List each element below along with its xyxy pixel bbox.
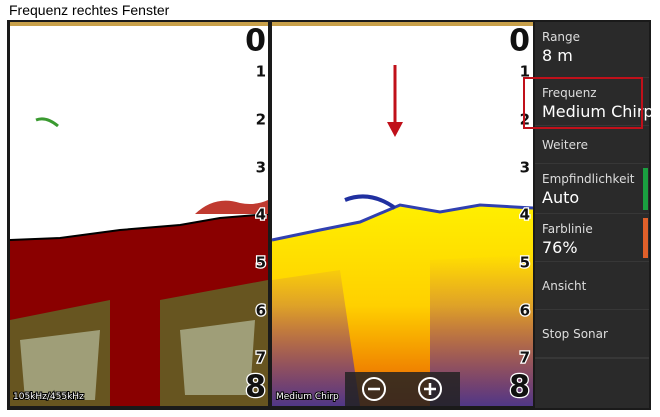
menu-label: Frequenz xyxy=(542,86,597,100)
depth-label: 4 xyxy=(520,206,530,224)
zoom-out[interactable] xyxy=(362,377,386,401)
menu-item[interactable] xyxy=(535,262,649,310)
depth-label: 3 xyxy=(520,159,530,177)
menu-item[interactable] xyxy=(535,214,649,262)
depth-label: 7 xyxy=(256,349,266,367)
surface xyxy=(272,22,533,26)
menu-label: Range xyxy=(542,30,580,44)
right-clutter xyxy=(272,255,533,406)
depth-label: 8 xyxy=(509,370,530,405)
zoom-in-icon xyxy=(424,383,436,395)
depth-label: 6 xyxy=(256,302,266,320)
depth-label: 0 xyxy=(245,24,266,59)
zoom-in[interactable] xyxy=(418,377,442,401)
left-column xyxy=(120,240,160,400)
depth-label: 3 xyxy=(256,159,266,177)
menu-value: Medium Chirp xyxy=(542,102,654,121)
depth-label: 0 xyxy=(509,24,530,59)
depth-label: 1 xyxy=(256,63,266,81)
menu-item[interactable] xyxy=(535,310,649,358)
depth-label: 1 xyxy=(520,63,530,81)
left-clutter-light xyxy=(20,320,255,400)
menu-label: Stop Sonar xyxy=(542,327,608,341)
menu-item[interactable] xyxy=(535,78,649,126)
menu-value: 8 m xyxy=(542,46,573,65)
depth-label: 2 xyxy=(256,111,266,129)
left-frequency: 105kHz/455kHz xyxy=(13,392,84,402)
depth-label: 8 xyxy=(245,370,266,405)
right-frequency: Medium Chirp xyxy=(276,392,339,402)
menu-label: Empfindlichkeit xyxy=(542,172,635,186)
bottom-line xyxy=(9,213,269,241)
fish xyxy=(35,117,59,128)
depth-label: 7 xyxy=(520,349,530,367)
menu-accent xyxy=(643,218,648,258)
menu-label: Weitere xyxy=(542,138,588,152)
surface xyxy=(10,22,268,26)
menu-value: 76% xyxy=(542,238,578,257)
menu-value: Auto xyxy=(542,188,579,207)
echo xyxy=(344,194,397,210)
highlight-box xyxy=(523,77,643,129)
bottom-line xyxy=(271,203,534,242)
menu-item[interactable] xyxy=(535,22,649,78)
depth-label: 4 xyxy=(256,206,266,224)
menu-item[interactable] xyxy=(535,126,649,164)
depth-label: 5 xyxy=(520,254,530,272)
menu-item[interactable] xyxy=(535,164,649,214)
menu-accent xyxy=(643,168,648,210)
arrow-head xyxy=(387,122,403,137)
depth-label: 6 xyxy=(520,302,530,320)
left-echo xyxy=(195,200,268,214)
menu-label: Ansicht xyxy=(542,279,587,293)
menu-label: Farblinie xyxy=(542,222,593,236)
depth-label: 5 xyxy=(256,254,266,272)
caption: Frequenz rechtes Fenster xyxy=(9,2,170,18)
